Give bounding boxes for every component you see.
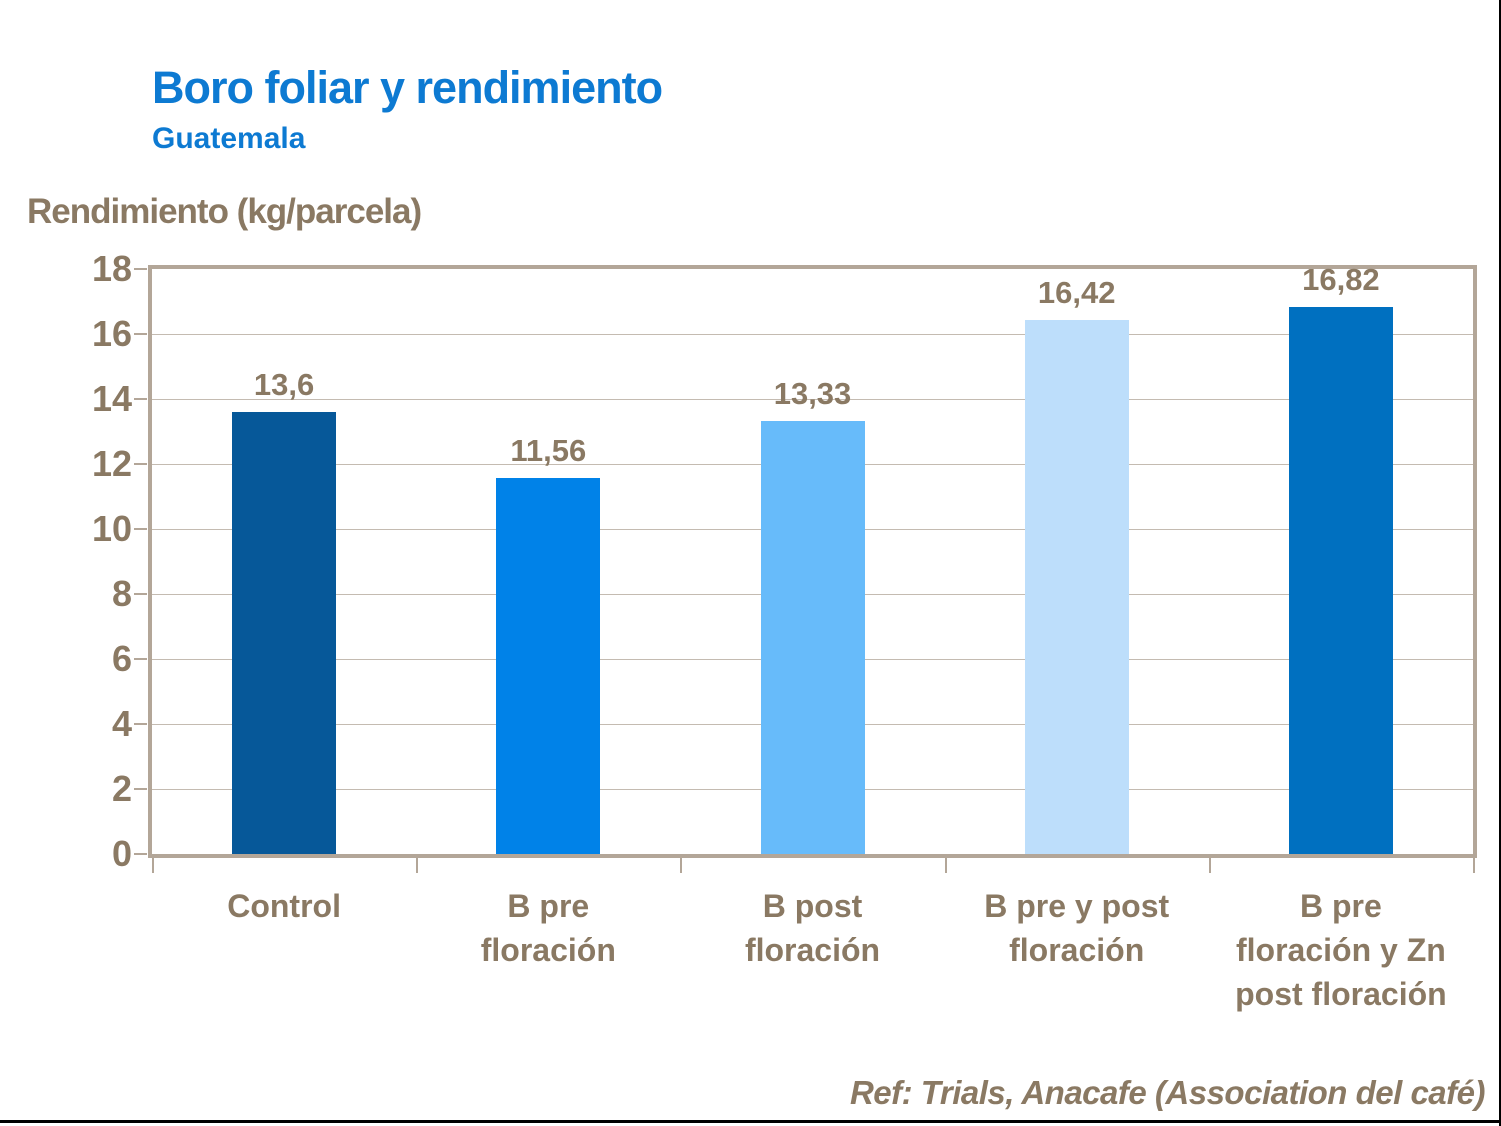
x-tick-mark bbox=[1208, 858, 1211, 873]
y-tick-label: 0 bbox=[111, 833, 132, 874]
x-tick-mark bbox=[680, 858, 683, 873]
bar bbox=[496, 478, 601, 854]
y-tick-label: 10 bbox=[91, 508, 132, 549]
y-tick-mark bbox=[134, 853, 147, 855]
bar-value-label: 13,6 bbox=[253, 367, 315, 402]
bar bbox=[232, 412, 337, 854]
y-tick-label: 8 bbox=[111, 573, 132, 614]
plot-area: 13,6 11,56 13,33 16,42 16,82 bbox=[148, 262, 1477, 858]
y-tick-mark bbox=[134, 333, 147, 335]
y-tick-mark bbox=[134, 723, 147, 725]
y-tick-mark bbox=[134, 658, 147, 660]
y-tick-label: 2 bbox=[111, 768, 132, 809]
y-tick-mark bbox=[134, 788, 147, 790]
y-tick-mark bbox=[134, 593, 147, 595]
bar bbox=[1024, 320, 1129, 854]
x-tick-mark bbox=[416, 858, 419, 873]
bar-value-label: 16,42 bbox=[1037, 275, 1116, 311]
chart-subtitle: Guatemala bbox=[152, 122, 306, 155]
y-axis-title: Rendimiento (kg/parcela) bbox=[27, 192, 422, 231]
bar-value-label: 13,33 bbox=[773, 375, 852, 411]
x-tick-mark bbox=[1473, 858, 1475, 873]
y-tick-label: 12 bbox=[91, 443, 132, 484]
y-tick-label: 18 bbox=[91, 248, 132, 289]
slide-border-right bbox=[1499, 0, 1501, 1126]
y-tick-mark bbox=[134, 528, 147, 530]
y-tick-label: 16 bbox=[91, 313, 132, 354]
footer-reference: Ref: Trials, Anacafe (Association del ca… bbox=[849, 1074, 1486, 1111]
x-category-label: B pre y post floración bbox=[984, 888, 1170, 969]
y-tick-mark bbox=[134, 398, 147, 400]
x-tick-mark bbox=[152, 858, 154, 873]
bar-value-label: 11,56 bbox=[510, 433, 587, 469]
x-category-label: B pre floración y Zn post floración bbox=[1235, 888, 1447, 1013]
y-tick-mark bbox=[134, 463, 147, 465]
gridline bbox=[152, 399, 1473, 400]
slide-border-bottom bbox=[0, 1120, 1501, 1123]
y-tick-mark bbox=[134, 268, 147, 270]
x-category-label: Control bbox=[227, 888, 341, 924]
x-category-label: B pre floración bbox=[480, 888, 616, 969]
bar-value-label: 16,82 bbox=[1302, 262, 1380, 298]
chart-title: Boro foliar y rendimiento bbox=[152, 62, 663, 113]
x-tick-mark bbox=[944, 858, 947, 873]
y-tick-label: 14 bbox=[91, 378, 132, 419]
bar bbox=[1288, 307, 1393, 854]
x-category-label: B post floración bbox=[744, 888, 881, 969]
y-tick-label: 6 bbox=[111, 638, 132, 679]
bar bbox=[760, 420, 865, 854]
gridline bbox=[152, 334, 1473, 335]
y-tick-label: 4 bbox=[111, 703, 132, 744]
